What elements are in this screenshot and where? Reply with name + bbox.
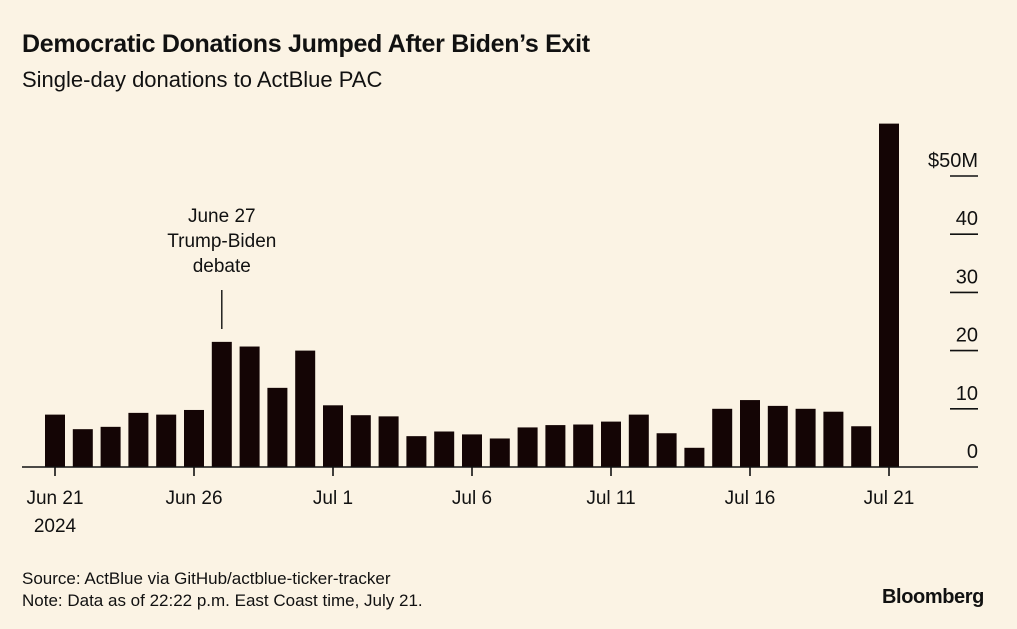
y-tick-label: 20 <box>956 325 978 347</box>
source-note: Source: ActBlue via GitHub/actblue-ticke… <box>22 569 391 588</box>
bar <box>350 415 371 467</box>
bar <box>45 414 65 467</box>
y-tick-label: 30 <box>956 266 978 288</box>
bar <box>656 433 677 467</box>
bar <box>462 434 482 467</box>
bar <box>378 416 399 467</box>
bar <box>434 431 455 467</box>
bar <box>601 421 621 467</box>
bar <box>72 429 93 467</box>
bar <box>684 447 705 467</box>
bar <box>823 411 844 467</box>
annotation-text: debate <box>193 256 251 277</box>
x-tick-label: Jul 6 <box>452 488 492 509</box>
bar <box>100 426 121 467</box>
data-note: Note: Data as of 22:22 p.m. East Coast t… <box>22 591 423 610</box>
bar <box>712 408 733 467</box>
bar <box>323 405 343 467</box>
bar <box>211 341 232 467</box>
x-tick-label: Jul 21 <box>864 488 915 509</box>
bar <box>406 436 427 467</box>
bar <box>267 387 288 467</box>
annotation-text: June 27 <box>188 206 256 227</box>
x-tick-label: Jun 21 <box>26 488 83 509</box>
x-tick-label: Jul 16 <box>725 488 776 509</box>
bar <box>239 346 260 467</box>
bar <box>295 350 316 467</box>
bar <box>795 408 816 467</box>
bar <box>740 400 760 467</box>
y-tick-label: 0 <box>967 441 978 463</box>
chart-title: Democratic Donations Jumped After Biden’… <box>22 30 590 58</box>
x-tick-sublabel: 2024 <box>34 516 77 537</box>
bar-chart: $50M 40 30 20 10 0 Jun 21 2024 Jun 26 Jul 1 Jul 6 J… <box>22 123 978 537</box>
bar <box>851 426 872 467</box>
chart-footer: Source: ActBlue via GitHub/actblue-ticke… <box>22 568 423 612</box>
bar <box>517 427 538 467</box>
bar <box>767 405 788 467</box>
bar <box>128 412 149 467</box>
y-tick-label: $50M <box>928 150 978 172</box>
y-tick-label: 10 <box>956 383 978 405</box>
bar <box>879 123 899 468</box>
bar <box>628 414 649 467</box>
bloomberg-logo: Bloomberg <box>882 586 984 608</box>
bar <box>184 409 204 467</box>
y-tick-label: 40 <box>956 208 978 230</box>
x-tick-label: Jul 11 <box>586 488 635 509</box>
x-tick-label: Jun 26 <box>165 488 222 509</box>
chart-subtitle: Single-day donations to ActBlue PAC <box>22 67 383 92</box>
bar <box>489 438 510 467</box>
bar <box>573 424 594 467</box>
bar <box>156 414 177 467</box>
x-tick-label: Jul 1 <box>313 488 353 509</box>
bar <box>545 425 566 467</box>
annotation-text: Trump-Biden <box>167 231 276 252</box>
